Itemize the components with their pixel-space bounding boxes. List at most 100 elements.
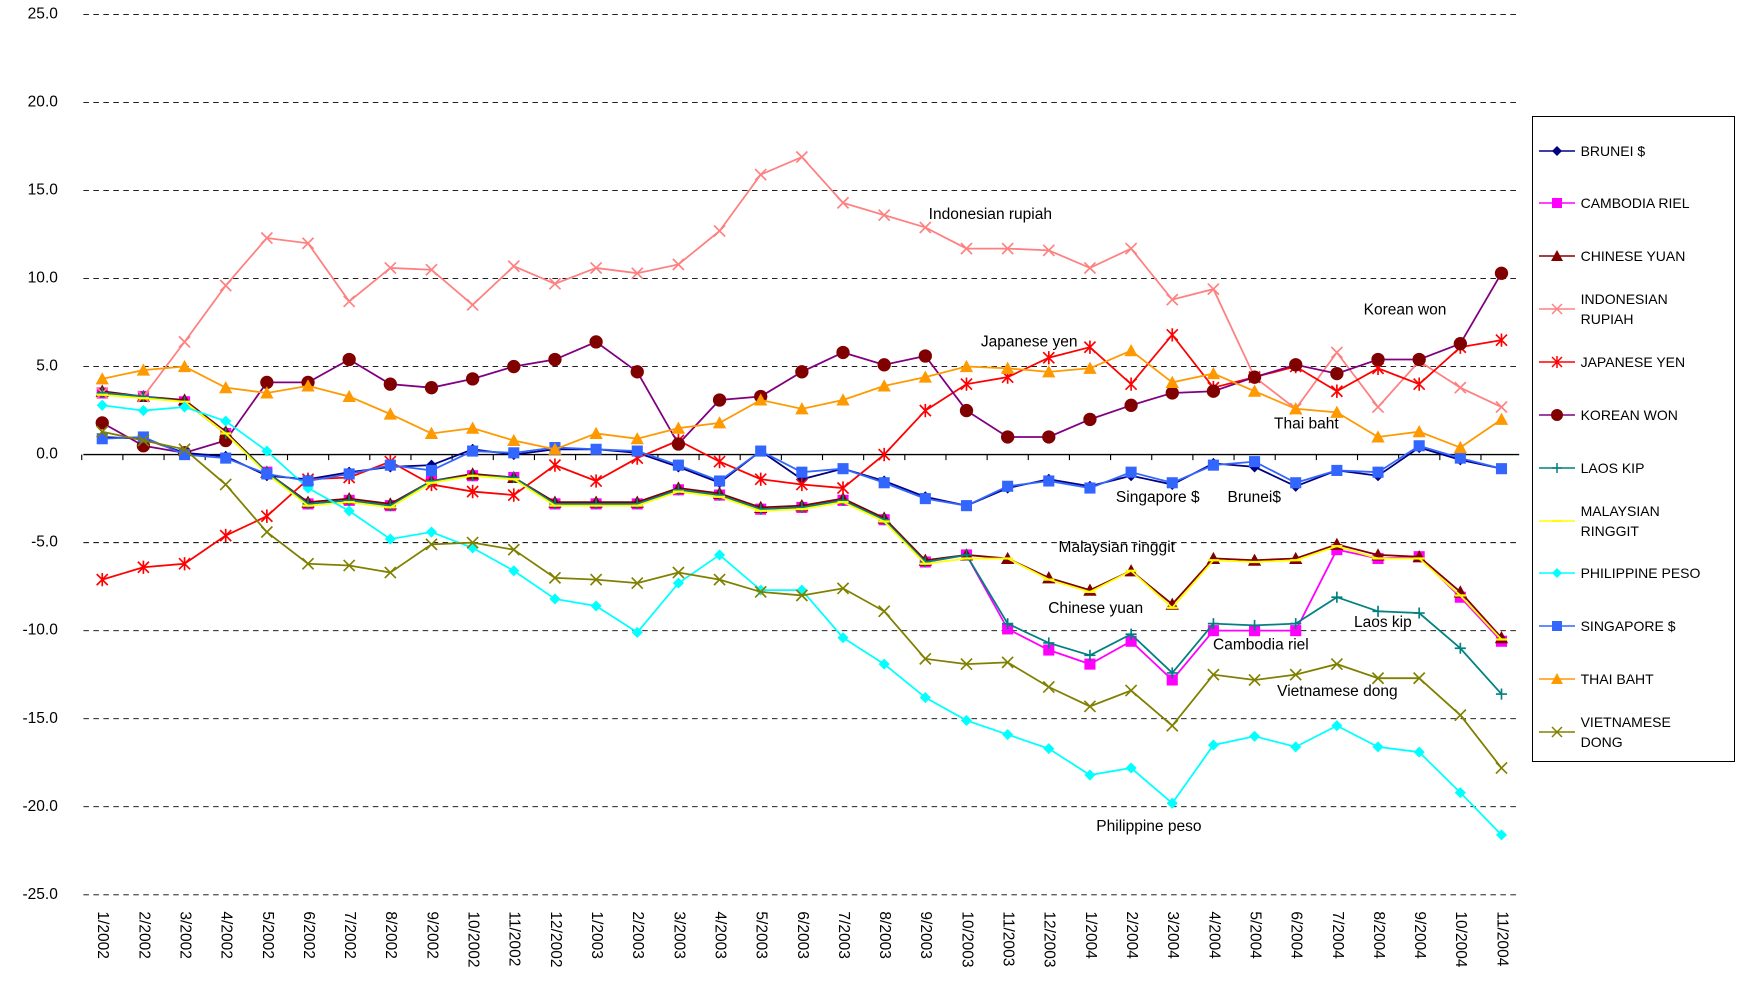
marker: [878, 447, 891, 462]
marker: [1043, 475, 1055, 487]
marker: [1001, 242, 1014, 255]
marker: [836, 393, 850, 406]
marker: [795, 150, 808, 164]
marker: [795, 402, 809, 415]
annotation: Japanese yen: [981, 334, 1078, 351]
legend-swatch: [1538, 145, 1575, 156]
marker: [919, 493, 931, 505]
marker: [343, 468, 355, 480]
marker: [631, 267, 644, 280]
marker: [1001, 656, 1014, 669]
marker: [1207, 625, 1219, 637]
legend-swatch: [1538, 355, 1575, 368]
marker: [1371, 430, 1385, 443]
marker: [714, 475, 726, 487]
marker: [508, 471, 520, 484]
x-tick-label: 11/2003: [1000, 911, 1017, 966]
marker: [1372, 605, 1384, 617]
marker: [1495, 829, 1508, 841]
x-tick-label: 6/2003: [794, 911, 811, 958]
marker: [507, 260, 520, 273]
marker: [466, 298, 479, 312]
marker: [548, 458, 562, 472]
marker: [1165, 386, 1179, 400]
marker: [219, 279, 232, 292]
marker: [1372, 466, 1384, 478]
marker: [837, 494, 849, 506]
legend-marker: [1551, 198, 1562, 209]
marker: [672, 566, 685, 579]
marker: [1083, 700, 1097, 713]
marker: [1124, 344, 1138, 357]
x-tick-label: 6/2002: [300, 911, 317, 958]
marker: [1084, 649, 1096, 661]
x-tick-label: 8/2003: [876, 911, 893, 958]
x-tick-label: 4/2002: [218, 911, 235, 958]
marker: [1454, 381, 1467, 394]
marker: [1289, 668, 1302, 681]
marker: [1494, 412, 1509, 425]
marker: [301, 237, 315, 250]
marker: [1207, 459, 1219, 471]
marker: [260, 525, 273, 539]
legend-entry: SINGAPORE $: [1533, 600, 1734, 653]
legend-entry: CAMBODIA RIEL: [1533, 177, 1734, 230]
marker: [1247, 384, 1262, 397]
x-tick-label: 8/2002: [382, 911, 399, 958]
marker: [1495, 463, 1508, 475]
marker: [836, 582, 850, 595]
y-tick-label: 25.0: [28, 6, 59, 23]
marker: [343, 505, 355, 517]
marker: [137, 560, 150, 574]
x-tick-label: 12/2003: [1041, 911, 1058, 967]
legend-label: KOREAN WON: [1580, 406, 1678, 423]
marker: [1413, 377, 1426, 391]
marker: [1371, 672, 1385, 685]
annotation: Korean won: [1364, 302, 1447, 319]
marker: [713, 454, 726, 469]
x-tick-label: 9/2004: [1411, 911, 1428, 959]
x-tick-label: 5/2003: [753, 911, 770, 958]
marker: [878, 658, 890, 670]
marker: [383, 377, 397, 391]
marker: [220, 452, 232, 464]
marker: [508, 447, 520, 459]
marker: [1331, 591, 1343, 603]
marker: [754, 168, 767, 181]
marker: [466, 484, 479, 499]
marker: [959, 403, 974, 418]
marker: [1290, 625, 1302, 637]
marker: [1166, 674, 1178, 686]
marker: [1207, 618, 1219, 630]
marker: [672, 258, 685, 271]
x-tick-label: 9/2002: [423, 911, 440, 958]
marker: [960, 657, 973, 671]
marker: [1000, 361, 1015, 374]
marker: [919, 652, 932, 665]
marker: [137, 390, 149, 403]
marker: [919, 221, 932, 234]
marker: [795, 477, 808, 492]
marker: [1206, 384, 1221, 398]
marker: [1125, 635, 1137, 647]
legend-entry: INDONESIAN RUPIAH: [1533, 283, 1734, 336]
marker: [548, 442, 562, 455]
x-tick-label: 5/2004: [1246, 911, 1263, 959]
legend-label: INDONESIAN RUPIAH: [1580, 291, 1668, 328]
marker: [836, 345, 850, 360]
marker: [136, 363, 151, 376]
marker: [260, 509, 273, 523]
marker: [343, 494, 355, 506]
legend-marker: [1551, 355, 1563, 368]
marker: [919, 556, 931, 568]
marker: [1249, 730, 1261, 742]
marker: [1330, 346, 1344, 359]
x-tick-label: 10/2004: [1452, 911, 1469, 967]
marker: [425, 526, 438, 538]
marker: [960, 377, 973, 391]
marker: [1495, 333, 1508, 347]
annotation: Indonesian rupiah: [929, 206, 1052, 223]
x-tick-label: 5/2002: [259, 911, 276, 958]
annotation: Thai baht: [1274, 416, 1339, 433]
marker: [589, 335, 603, 349]
